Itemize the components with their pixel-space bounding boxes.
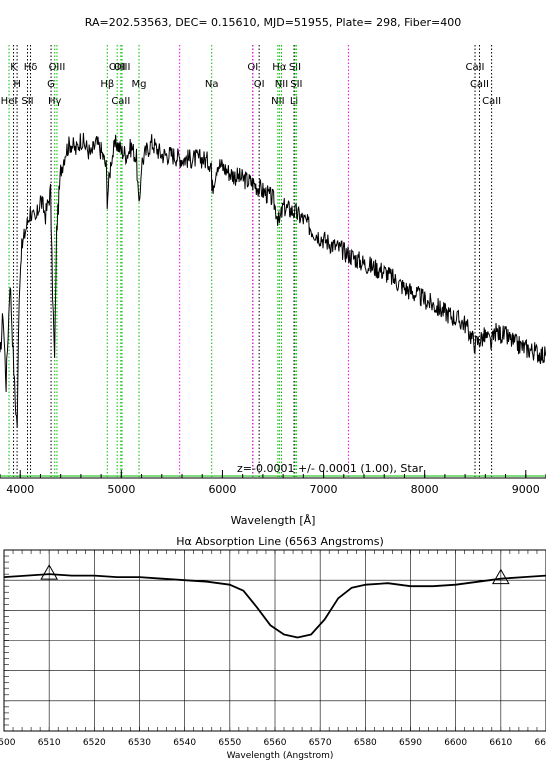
x-tick-label: 6580 [354, 738, 377, 748]
spectral-line-label: Mg [132, 79, 147, 90]
x-tick-label: 6560 [264, 738, 287, 748]
x-tick-label: 9000 [512, 483, 540, 496]
spectral-line-label: CaII [482, 96, 501, 107]
x-tick-label: 6600 [444, 738, 467, 748]
x-tick-label: 6590 [399, 738, 422, 748]
spectral-line-label: HeI [1, 96, 18, 107]
spectral-line-label: NII [275, 79, 288, 90]
x-tick-label: 6570 [309, 738, 332, 748]
spectral-line-label: G [47, 79, 55, 90]
spectral-line-label: SII [290, 79, 302, 90]
x-axis-label: Wavelength [Å] [231, 514, 316, 527]
x-tick-label: 6610 [489, 738, 512, 748]
spectral-line-label: OIII [49, 62, 66, 73]
spectral-line-label: Li [290, 96, 298, 107]
spectral-line-label: Na [205, 79, 219, 90]
zoom-chart-title: Hα Absorption Line (6563 Angstroms) [176, 535, 384, 548]
halpha-series-line [3, 573, 546, 639]
spectral-line-label: CaII [466, 62, 485, 73]
continuum-marker-triangle [40, 564, 59, 580]
spectral-line-label: Hγ [48, 96, 62, 107]
spectral-line-label: CaII [470, 79, 489, 90]
spectrum-series-line [0, 132, 546, 428]
x-tick-label: 6520 [83, 738, 106, 748]
spectral-line-label: Hβ [100, 79, 114, 90]
spectral-line-label: SII [289, 62, 301, 73]
x-tick-label: 6530 [128, 738, 151, 748]
x-tick-label: 8000 [411, 483, 439, 496]
spectral-line-label: H [13, 79, 21, 90]
x-tick-label: 6500 [0, 738, 16, 748]
continuum-marker-triangle [491, 568, 510, 585]
halpha-zoom-chart: Hα Absorption Line (6563 Angstroms) 6500 6… [0, 535, 546, 761]
x-tick-label: 4000 [6, 483, 34, 496]
spectral-line-label: OI [254, 79, 265, 90]
x-tick-label: 6620 [535, 738, 546, 748]
spectral-line-label: Hα [272, 62, 287, 73]
spectral-line-label: NII [271, 96, 284, 107]
spectral-line-label: SII [21, 96, 33, 107]
x-axis-label: Wavelength (Angstrom) [227, 751, 334, 761]
x-tick-label: 6000 [208, 483, 236, 496]
spectral-line-label: OIII [114, 62, 131, 73]
x-tick-label: 7000 [310, 483, 338, 496]
x-tick-label: 6510 [38, 738, 61, 748]
spectral-line-label: K [10, 62, 17, 73]
figure-title: RA=202.53563, DEC= 0.15610, MJD=51955, P… [85, 16, 461, 29]
spectral-line-label: OIII [109, 62, 126, 73]
spectral-line-label: CaII [111, 96, 130, 107]
x-tick-label: 6540 [173, 738, 196, 748]
x-tick-label: 6550 [218, 738, 241, 748]
spectral-line-label: Hδ [24, 62, 38, 73]
x-tick-label: 5000 [107, 483, 135, 496]
redshift-annotation: z=-0.0001 +/- 0.0001 (1.00), Star [237, 462, 423, 475]
